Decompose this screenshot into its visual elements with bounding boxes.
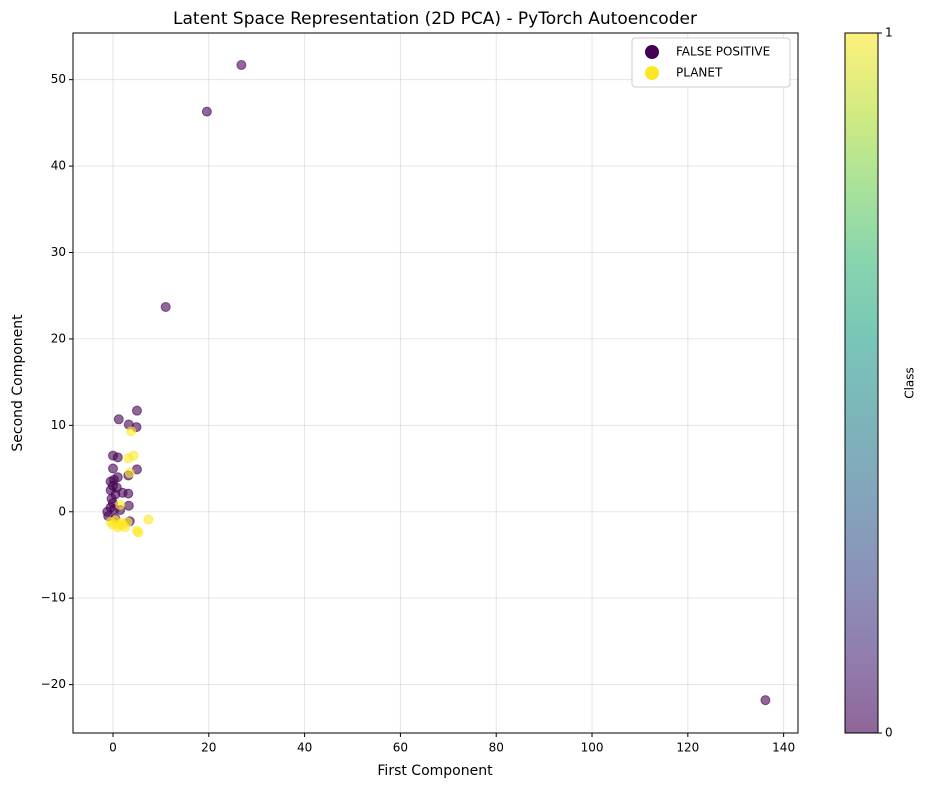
x-axis-label: First Component <box>377 763 493 779</box>
x-tick-label: 120 <box>676 741 699 755</box>
y-tick-label: 20 <box>51 331 66 345</box>
y-tick-label: 50 <box>51 72 66 86</box>
scatter-point <box>201 106 212 117</box>
scatter-point <box>123 500 134 511</box>
x-tick-label: 100 <box>581 741 604 755</box>
scatter-point <box>107 463 118 474</box>
y-tick-label: 10 <box>51 418 66 432</box>
colorbar <box>844 32 879 734</box>
scatter-point <box>112 452 123 463</box>
colorbar-tick-label: 1 <box>885 26 893 40</box>
legend-marker <box>645 66 659 80</box>
legend-label: PLANET <box>676 66 723 80</box>
x-tick-label: 0 <box>109 741 117 755</box>
y-axis-label: Second Component <box>10 314 26 452</box>
plot-frame <box>72 32 799 734</box>
chart-title: Latent Space Representation (2D PCA) - P… <box>173 9 697 29</box>
y-tick-label: 30 <box>51 245 66 259</box>
scatter-point <box>160 301 171 312</box>
scatter-point <box>126 426 137 437</box>
scatter-point <box>123 453 134 464</box>
x-tick-label: 20 <box>201 741 216 755</box>
scatter-point <box>113 519 124 530</box>
colorbar-label: Class <box>903 367 917 399</box>
x-tick-label: 80 <box>489 741 504 755</box>
scatter-point <box>236 59 247 70</box>
scatter-point <box>760 695 771 706</box>
x-tick-label: 60 <box>393 741 408 755</box>
y-tick-label: −10 <box>41 591 66 605</box>
x-tick-label: 140 <box>772 741 795 755</box>
scatter-point <box>133 527 144 538</box>
scatter-point <box>131 405 142 416</box>
scatter-point <box>113 414 124 425</box>
y-tick-label: −20 <box>41 677 66 691</box>
scatter-point <box>143 514 154 525</box>
legend-label: FALSE POSITIVE <box>676 45 770 59</box>
scatter-point <box>115 499 126 510</box>
legend-marker <box>645 45 659 59</box>
colorbar-tick-label: 0 <box>885 726 893 740</box>
y-tick-label: 40 <box>51 159 66 173</box>
scatter-point <box>108 474 119 485</box>
scatter-point <box>124 467 135 478</box>
legend-box <box>631 37 791 88</box>
scatter-point <box>123 488 134 499</box>
x-tick-label: 40 <box>297 741 312 755</box>
y-tick-label: 0 <box>58 504 66 518</box>
